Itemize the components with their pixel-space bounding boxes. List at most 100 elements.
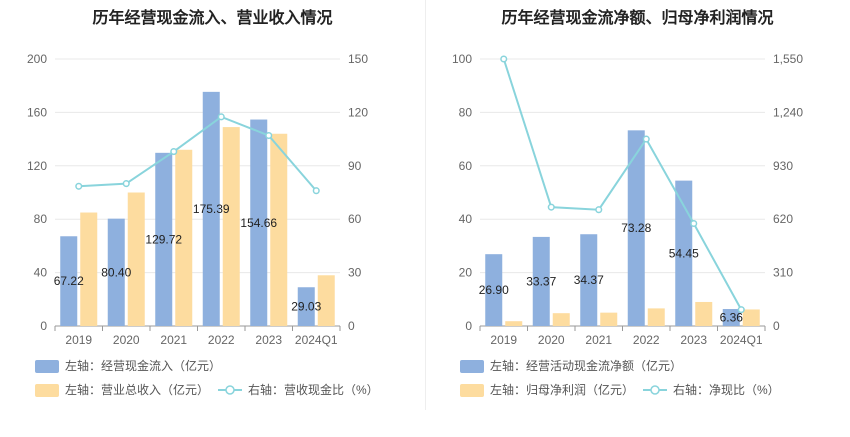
y-left-tick-label: 120 bbox=[27, 159, 47, 173]
line-point bbox=[265, 131, 273, 140]
panel-divider bbox=[425, 0, 426, 410]
x-tick-label: 2021 bbox=[160, 333, 187, 347]
line-point bbox=[642, 135, 650, 143]
bar-primary bbox=[627, 130, 645, 326]
line-series bbox=[502, 58, 743, 311]
legend-label: 右轴：营收现金比（%） bbox=[248, 382, 379, 397]
legend-swatch bbox=[460, 360, 484, 373]
x-tick-label: 2024Q1 bbox=[720, 333, 763, 347]
legend-label: 左轴：归母净利润（亿元） bbox=[490, 382, 634, 397]
bar-secondary bbox=[222, 127, 240, 327]
y-right-tick-label: 620 bbox=[773, 212, 793, 226]
bar-secondary bbox=[742, 309, 760, 326]
x-tick-label: 2021 bbox=[585, 333, 612, 347]
data-label: 129.72 bbox=[145, 232, 182, 246]
legend-label: 左轴：经营活动现金流净额（亿元） bbox=[490, 358, 682, 373]
x-tick-label: 2022 bbox=[208, 333, 235, 347]
data-label: 6.36 bbox=[720, 311, 744, 325]
legend-label: 左轴：经营现金流入（亿元） bbox=[65, 358, 221, 373]
y-right-tick-label: 120 bbox=[348, 105, 368, 119]
chart-cash-inflow-svg: 0 0 40 30 80 60 120 90 160 120 200 150 2019 2020 2021 2… bbox=[27, 52, 379, 397]
legend-swatch bbox=[35, 360, 59, 373]
bar-primary bbox=[722, 309, 740, 326]
bar-secondary bbox=[80, 212, 98, 326]
bar-secondary bbox=[600, 312, 618, 326]
chart-net-cash-svg: 0 0 20 310 40 620 60 930 80 1,240 100 1,550 2019 2020… bbox=[452, 52, 803, 397]
bar-primary bbox=[297, 287, 315, 326]
x-tick-label: 2023 bbox=[680, 333, 707, 347]
bar-secondary bbox=[175, 149, 193, 326]
bar-secondary bbox=[505, 321, 523, 326]
data-label: 67.22 bbox=[54, 274, 84, 288]
y-left-tick-label: 0 bbox=[465, 319, 472, 333]
y-left-tick-label: 160 bbox=[27, 105, 47, 119]
line-point bbox=[75, 182, 83, 190]
y-left-tick-label: 200 bbox=[27, 52, 47, 66]
y-left-tick-label: 100 bbox=[452, 52, 472, 66]
y-right-tick-label: 1,550 bbox=[773, 52, 803, 66]
x-tick-label: 2020 bbox=[113, 333, 140, 347]
bar-primary bbox=[107, 218, 125, 326]
data-label: 154.66 bbox=[240, 216, 277, 230]
line-series bbox=[78, 115, 318, 192]
x-tick-label: 2022 bbox=[633, 333, 660, 347]
chart-panel-net-cash: 历年经营现金流净额、归母净利润情况 0 0 20 310 40 620 60 930 80 1,2… bbox=[425, 0, 850, 437]
data-label: 175.39 bbox=[193, 202, 230, 216]
chart-panel-cash-inflow: 历年经营现金流入、营业收入情况 0 0 40 30 80 60 120 90 160 120 200… bbox=[27, 10, 379, 397]
x-tick-label: 2019 bbox=[65, 333, 92, 347]
line-point bbox=[737, 306, 745, 314]
line-point bbox=[690, 219, 698, 228]
y-right-tick-label: 60 bbox=[348, 212, 362, 226]
data-label: 80.40 bbox=[101, 265, 131, 279]
line-point bbox=[170, 148, 178, 156]
data-label: 29.03 bbox=[291, 300, 321, 314]
bar-primary bbox=[485, 254, 503, 326]
bar-secondary bbox=[270, 133, 288, 326]
y-right-tick-label: 0 bbox=[348, 319, 355, 333]
data-label: 26.90 bbox=[479, 283, 509, 297]
x-tick-label: 2023 bbox=[255, 333, 282, 347]
line-point bbox=[595, 206, 603, 214]
y-left-tick-label: 40 bbox=[34, 266, 48, 280]
bar-secondary bbox=[127, 192, 145, 326]
y-right-tick-label: 310 bbox=[773, 266, 793, 280]
y-left-tick-label: 80 bbox=[459, 105, 473, 119]
bar-primary bbox=[202, 91, 220, 327]
y-left-tick-label: 0 bbox=[40, 319, 47, 333]
bar-primary bbox=[675, 180, 693, 326]
bar-primary bbox=[155, 152, 173, 326]
bar-secondary bbox=[647, 308, 665, 326]
y-left-tick-label: 80 bbox=[34, 212, 48, 226]
chart-title: 历年经营现金流入、营业收入情况 bbox=[92, 10, 333, 27]
legend-swatch bbox=[225, 385, 235, 395]
bar-secondary bbox=[552, 313, 570, 326]
y-left-tick-label: 60 bbox=[459, 159, 473, 173]
x-tick-label: 2024Q1 bbox=[295, 333, 338, 347]
bar-secondary bbox=[317, 275, 335, 326]
legend-swatch bbox=[460, 384, 484, 397]
bar-secondary bbox=[695, 301, 713, 326]
data-label: 33.37 bbox=[526, 274, 556, 288]
bar-primary bbox=[580, 234, 598, 326]
x-tick-label: 2019 bbox=[490, 333, 517, 347]
line-point bbox=[547, 203, 555, 211]
chart-title: 历年经营现金流净额、归母净利润情况 bbox=[501, 10, 774, 27]
bar-primary bbox=[532, 236, 550, 326]
line-point bbox=[500, 55, 508, 63]
legend-label: 右轴：净现比（%） bbox=[673, 382, 780, 397]
bar-primary bbox=[60, 236, 78, 326]
legend-label: 左轴：营业总收入（亿元） bbox=[65, 382, 209, 397]
legend-swatch bbox=[650, 385, 660, 395]
line-point bbox=[217, 113, 225, 121]
data-label: 54.45 bbox=[669, 246, 699, 260]
y-right-tick-label: 0 bbox=[773, 319, 780, 333]
x-tick-label: 2020 bbox=[538, 333, 565, 347]
y-left-tick-label: 40 bbox=[459, 212, 473, 226]
data-label: 73.28 bbox=[621, 221, 651, 235]
y-right-tick-label: 930 bbox=[773, 159, 793, 173]
legend-swatch bbox=[35, 384, 59, 397]
y-right-tick-label: 90 bbox=[348, 159, 362, 173]
bar-primary bbox=[250, 119, 268, 326]
line-point bbox=[122, 180, 130, 188]
